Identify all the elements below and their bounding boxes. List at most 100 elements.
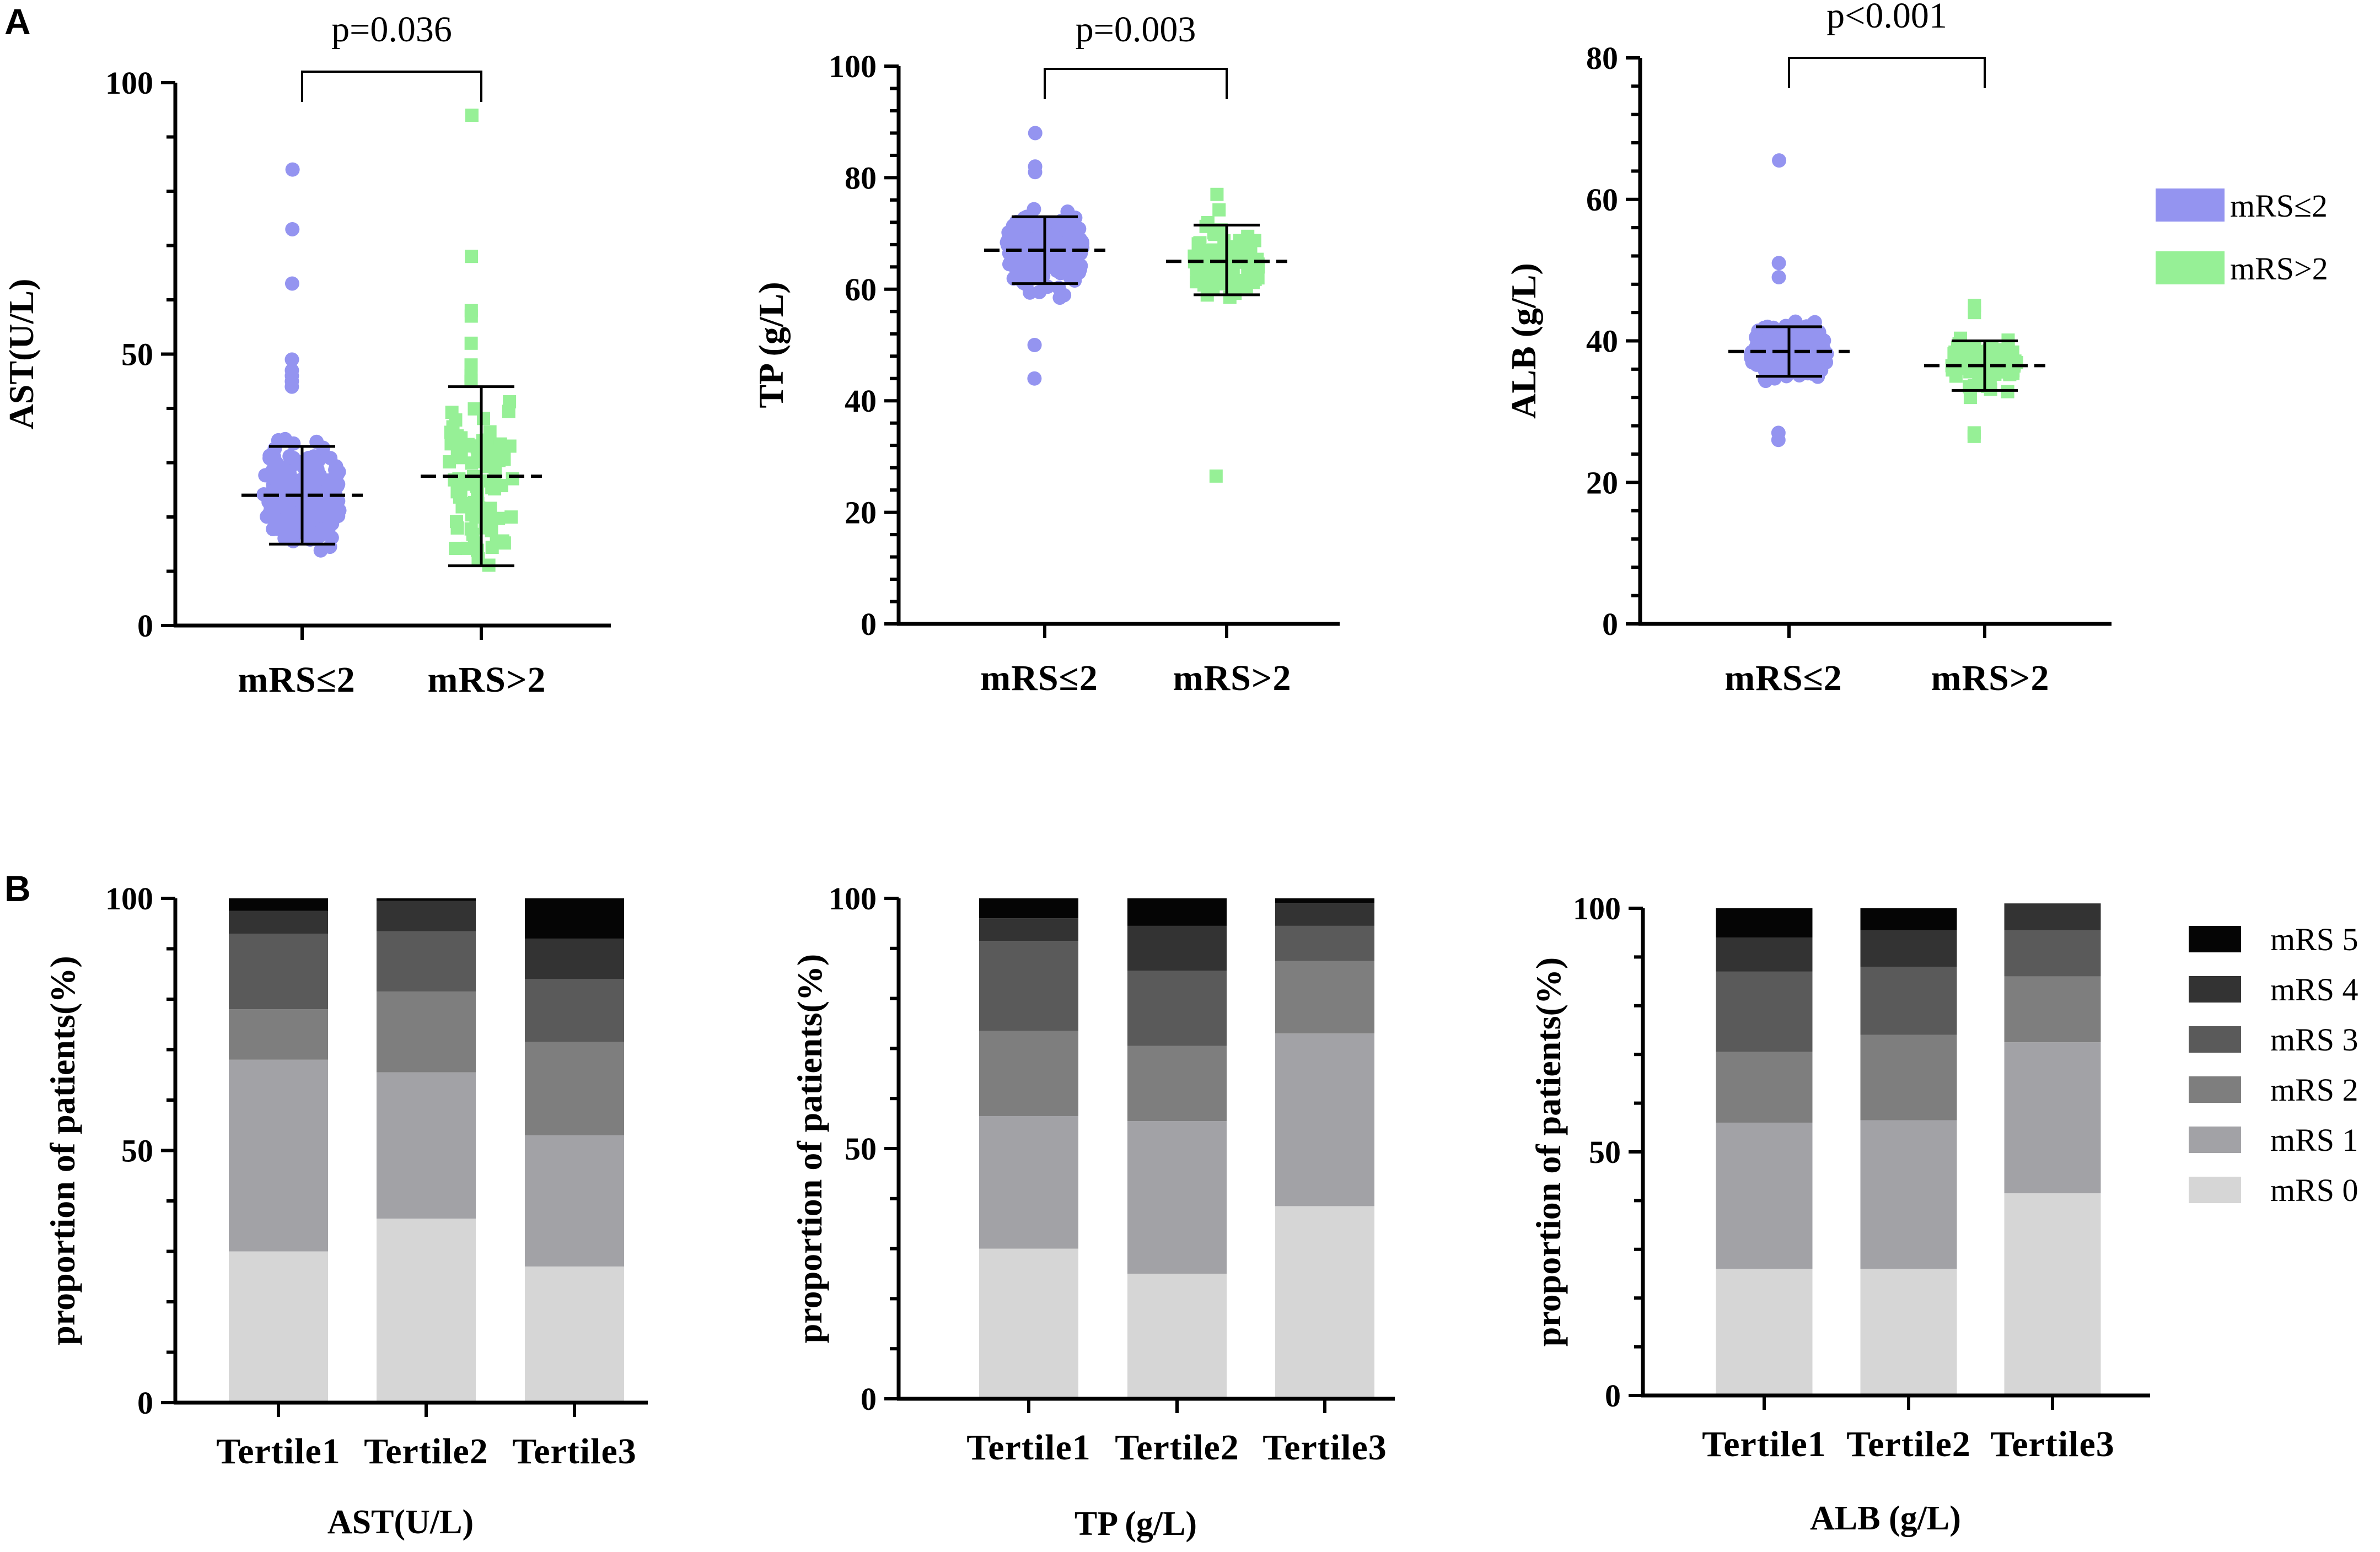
data-point <box>1771 433 1786 448</box>
data-point <box>450 515 464 529</box>
legend-label-mrs0: mRS 0 <box>2270 1172 2358 1208</box>
x-category-label: Tertile1 <box>966 1427 1091 1468</box>
data-point <box>468 402 481 416</box>
data-point <box>321 520 336 535</box>
data-point <box>444 425 458 439</box>
data-point <box>1244 246 1258 260</box>
panel-label-b: B <box>4 868 31 909</box>
data-point <box>1212 203 1226 217</box>
bar-segment-mrs0-tertile3 <box>1275 1206 1374 1399</box>
bar-segment-mrs2-tertile1 <box>979 1031 1078 1116</box>
data-point <box>1233 234 1247 247</box>
data-point <box>493 445 507 459</box>
x-axis-title: ALB (g/L) <box>1810 1500 1961 1537</box>
y-tick-label: 100 <box>105 65 153 101</box>
legend-swatch-mrs-le2 <box>2156 188 2225 222</box>
data-point <box>492 511 506 525</box>
y-axis-title: proportion of patients(%) <box>790 954 829 1343</box>
data-point <box>1762 357 1777 372</box>
data-point <box>1790 327 1805 342</box>
bar-segment-mrs5-tertile1 <box>1716 908 1813 938</box>
data-point <box>1072 265 1087 280</box>
data-point <box>1206 281 1220 295</box>
p-value-label: p=0.003 <box>1076 9 1196 50</box>
data-point <box>1209 469 1223 483</box>
data-point <box>1953 331 1967 345</box>
legend-label-mrs1: mRS 1 <box>2270 1122 2358 1158</box>
data-point <box>280 491 295 505</box>
bar-segment-mrs4-tertile1 <box>229 910 328 934</box>
x-category-label: Tertile2 <box>1115 1427 1239 1468</box>
legend-swatch-mrs5 <box>2189 926 2241 952</box>
legend-label-mrs-gt2: mRS>2 <box>2230 251 2328 287</box>
data-point <box>1027 232 1041 247</box>
bar-segment-mrs0-tertile3 <box>525 1266 624 1403</box>
bar-segment-mrs3-tertile1 <box>979 941 1078 1031</box>
bar-segment-mrs1-tertile2 <box>377 1072 476 1219</box>
data-point <box>297 461 312 476</box>
y-axis-title: AST(U/L) <box>2 279 41 430</box>
data-point <box>465 250 479 263</box>
bar-segment-mrs2-tertile2 <box>1127 1046 1227 1122</box>
bar-segment-mrs1-tertile1 <box>229 1059 328 1252</box>
data-point <box>1029 215 1044 230</box>
bar-segment-mrs2-tertile1 <box>1716 1052 1813 1123</box>
data-point <box>490 536 503 549</box>
significance-bracket <box>1788 57 1986 88</box>
bar-segment-mrs3-tertile1 <box>1716 971 1813 1052</box>
legend-swatch-mrs2 <box>2189 1076 2241 1103</box>
bar-segment-mrs3-tertile2 <box>377 931 476 992</box>
y-axis-title: ALB (g/L) <box>1504 263 1543 419</box>
legend-swatch-mrs0 <box>2189 1177 2241 1203</box>
x-category-label: Tertile3 <box>1262 1427 1387 1468</box>
y-axis-title: TP (g/L) <box>751 282 791 408</box>
data-point <box>503 395 517 409</box>
legend-label-mrs5: mRS 5 <box>2270 922 2358 957</box>
y-tick-label: 0 <box>1602 606 1618 642</box>
tp-tertile-bar-chart: 0 50 100 Tertile1 Tertile2 Tertile3 TP (g/L) pr… <box>790 881 1395 1543</box>
legend-swatch-mrs-gt2 <box>2156 251 2225 284</box>
bar-segment-mrs1-tertile3 <box>1275 1033 1374 1206</box>
bar-segment-mrs5-tertile1 <box>229 898 328 911</box>
bar-segment-mrs5-tertile2 <box>1127 898 1227 926</box>
bar-segment-mrs1-tertile2 <box>1127 1121 1227 1274</box>
y-tick-label: 50 <box>845 1131 877 1167</box>
p-value-label: p=0.036 <box>331 9 452 50</box>
bar-segment-mrs3-tertile3 <box>2004 930 2101 977</box>
panel-label-a: A <box>4 1 31 42</box>
legend-label-mrs3: mRS 3 <box>2270 1022 2358 1058</box>
data-point <box>1065 240 1079 255</box>
bar-segment-mrs4-tertile3 <box>1275 903 1374 926</box>
bar-segment-mrs5-tertile1 <box>979 898 1078 919</box>
bar-segment-mrs5-tertile2 <box>377 898 476 901</box>
x-category-label: Tertile1 <box>216 1431 341 1472</box>
legend-swatch-mrs3 <box>2189 1026 2241 1053</box>
bar-segment-mrs2-tertile1 <box>229 1009 328 1060</box>
ast-scatter-chart: 0 50 100 mRS≤2 mRS>2 AST(U/L) p=0.036 <box>2 9 611 700</box>
p-value-label: p<0.001 <box>1826 0 1947 36</box>
bar-segment-mrs0-tertile1 <box>229 1251 328 1403</box>
x-category-label: mRS>2 <box>1173 658 1292 698</box>
data-point <box>1210 187 1224 201</box>
bar-segment-mrs5-tertile2 <box>1860 908 1957 930</box>
bar-segment-mrs4-tertile3 <box>2004 903 2101 930</box>
y-tick-label: 100 <box>105 881 153 917</box>
data-point <box>1988 367 2002 381</box>
data-point <box>1045 248 1060 263</box>
bar-segment-mrs1-tertile2 <box>1860 1120 1957 1269</box>
data-point <box>1971 348 1985 362</box>
data-point <box>1799 347 1814 362</box>
y-axis-title: proportion of patients(%) <box>43 956 82 1345</box>
bar-segment-mrs4-tertile2 <box>1127 925 1227 971</box>
bar-segment-mrs4-tertile2 <box>377 901 476 931</box>
data-point <box>1193 270 1207 283</box>
y-tick-label: 0 <box>861 1381 877 1417</box>
y-tick-label: 0 <box>137 1385 153 1421</box>
data-point <box>316 440 331 455</box>
y-tick-label: 0 <box>137 608 153 644</box>
y-tick-label: 100 <box>1573 891 1621 926</box>
data-point <box>286 527 300 542</box>
data-point <box>300 478 315 493</box>
x-axis-title: AST(U/L) <box>327 1504 474 1541</box>
bar-segment-mrs5-tertile3 <box>1275 898 1374 904</box>
